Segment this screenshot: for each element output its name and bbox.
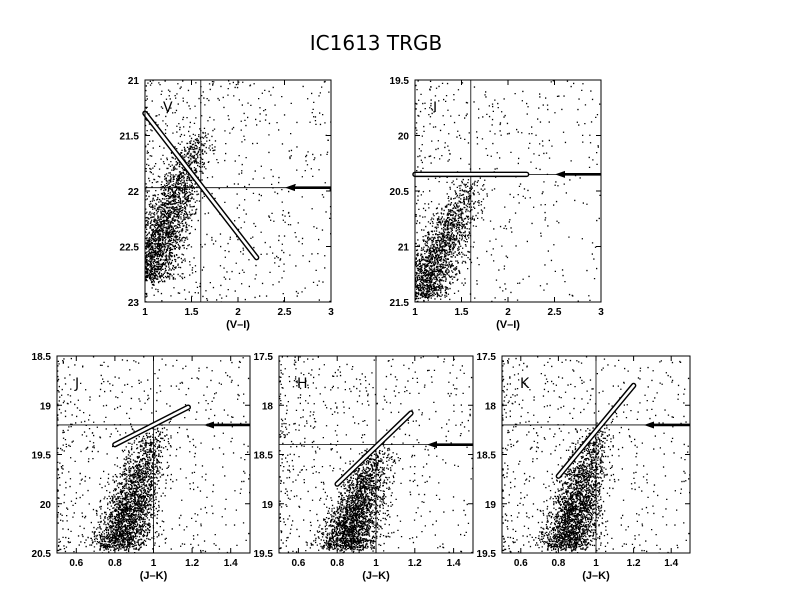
y-tick-label: 19 (40, 401, 52, 412)
x-tick-label: 1.4 (447, 558, 461, 569)
x-tick-label: 1.5 (185, 307, 199, 318)
tip-arrow (204, 421, 250, 429)
x-tick-label: 2.5 (278, 307, 292, 318)
rgb-slope-band (112, 404, 191, 448)
band-label: K (520, 376, 530, 392)
x-axis-label: (J–K) (362, 570, 390, 582)
x-tick-label: 0.8 (108, 558, 122, 569)
x-tick-label: 1.2 (185, 558, 199, 569)
star-points (415, 80, 601, 302)
rgb-slope-band (334, 410, 414, 487)
y-tick-label: 21.5 (390, 298, 410, 309)
x-tick-label: 0.6 (514, 558, 528, 569)
x-tick-label: 2 (235, 307, 241, 318)
tip-arrow (644, 421, 690, 429)
band-label: V (163, 100, 173, 116)
cmd-panel-i: 1 1.5 2 2.5 3 19.5 20 20.5 21 21.5 (V–I) I (390, 76, 605, 331)
x-tick-label: 1.2 (627, 558, 641, 569)
y-tick-label: 18 (262, 401, 274, 412)
star-points (145, 80, 331, 302)
band-label: H (297, 376, 308, 392)
y-tick-label: 20.5 (32, 549, 52, 560)
y-tick-label: 19 (485, 500, 497, 511)
tip-arrow (555, 170, 601, 178)
x-tick-label: 1 (412, 307, 418, 318)
x-tick-label: 1 (142, 307, 148, 318)
y-tick-label: 19.5 (477, 549, 497, 560)
y-tick-label: 18.5 (32, 352, 52, 363)
x-tick-label: 0.8 (330, 558, 344, 569)
x-tick-label: 0.6 (69, 558, 83, 569)
y-tick-label: 17.5 (254, 352, 274, 363)
y-tick-label: 20 (398, 132, 410, 143)
x-tick-label: 1 (151, 558, 157, 569)
star-points (279, 356, 473, 553)
x-tick-label: 1 (593, 558, 599, 569)
y-tick-label: 22 (128, 187, 140, 198)
x-tick-label: 2 (505, 307, 511, 318)
x-tick-label: 0.6 (291, 558, 305, 569)
y-tick-label: 19 (262, 500, 274, 511)
y-tick-label: 20 (40, 500, 52, 511)
x-tick-label: 0.8 (551, 558, 565, 569)
y-tick-label: 22.5 (120, 243, 140, 254)
x-tick-label: 3 (328, 307, 334, 318)
cmd-panel-j: 0.6 0.8 1 1.2 1.4 18.5 19 19.5 20 20.5 (J–K) J (32, 352, 251, 582)
y-tick-label: 19.5 (32, 451, 52, 462)
figure-title: IC1613 TRGB (310, 31, 442, 55)
x-axis-label: (J–K) (582, 570, 610, 582)
x-tick-label: 1.2 (408, 558, 422, 569)
band-label: I (433, 100, 437, 116)
x-axis-label: (V–I) (496, 319, 520, 331)
tip-arrow (427, 441, 473, 449)
x-axis-label: (J–K) (140, 570, 168, 582)
cmd-panel-h: 0.6 0.8 1 1.2 1.4 17.5 18 18.5 19 19.5 (J–K) H (254, 352, 474, 582)
y-tick-label: 23 (128, 298, 140, 309)
x-tick-label: 1.4 (224, 558, 238, 569)
y-tick-label: 17.5 (477, 352, 497, 363)
y-tick-label: 18.5 (254, 451, 274, 462)
y-tick-label: 18 (485, 401, 497, 412)
x-tick-label: 3 (598, 307, 604, 318)
y-tick-label: 19.5 (254, 549, 274, 560)
x-tick-label: 2.5 (548, 307, 562, 318)
rgb-slope-band (142, 110, 260, 261)
y-tick-label: 19.5 (390, 76, 410, 87)
x-tick-label: 1 (373, 558, 379, 569)
y-tick-label: 20.5 (390, 187, 410, 198)
x-axis-label: (V–I) (226, 319, 250, 331)
tip-arrow (285, 184, 331, 192)
rgb-slope-band (555, 382, 637, 479)
y-tick-label: 18.5 (477, 451, 497, 462)
y-tick-label: 21.5 (120, 132, 140, 143)
y-tick-label: 21 (128, 76, 140, 87)
cmd-panel-k: 0.6 0.8 1 1.2 1.4 17.5 18 18.5 19 19.5 (J–K) K (477, 352, 691, 582)
x-tick-label: 1.5 (455, 307, 469, 318)
y-tick-label: 21 (398, 243, 410, 254)
band-label: J (74, 376, 79, 392)
x-tick-label: 1.4 (664, 558, 678, 569)
